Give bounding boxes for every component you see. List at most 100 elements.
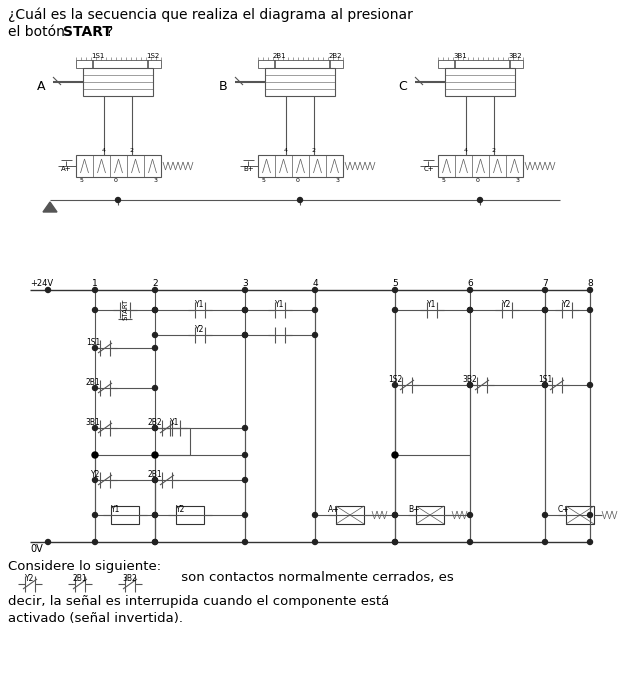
Text: 2B1: 2B1 [85,378,100,387]
Circle shape [153,426,158,430]
Circle shape [392,540,397,545]
Circle shape [313,332,318,337]
Bar [438,60,523,68]
Circle shape [392,540,397,545]
Text: 1S2: 1S2 [146,53,159,59]
Text: 5: 5 [392,279,398,288]
Bar [76,60,161,68]
Circle shape [93,540,98,545]
Bar [336,506,364,524]
Circle shape [588,512,593,517]
Text: Y1: Y1 [427,300,437,309]
Text: 3: 3 [516,178,520,183]
Text: 1S2: 1S2 [387,375,402,384]
Text: activado (señal invertida).: activado (señal invertida). [8,612,183,625]
Text: 4: 4 [312,279,318,288]
Text: 2: 2 [492,148,496,153]
Text: Y1: Y1 [195,300,205,309]
Text: Y2: Y2 [91,470,100,479]
Text: START: START [122,299,128,321]
Bar [111,506,139,524]
Circle shape [313,540,318,545]
Circle shape [242,512,247,517]
Bar [416,506,444,524]
Circle shape [392,288,397,293]
Circle shape [93,386,98,391]
Text: Y1: Y1 [111,505,121,514]
Circle shape [392,512,397,517]
Text: 0: 0 [296,178,300,183]
Text: Y2: Y2 [195,325,205,334]
Text: Y1: Y1 [171,418,180,427]
Bar [258,155,343,177]
Circle shape [297,197,302,202]
Circle shape [92,452,98,458]
Circle shape [467,382,473,388]
Text: 8: 8 [587,279,593,288]
Text: +24V: +24V [30,279,53,288]
Text: B+: B+ [408,505,420,514]
Circle shape [153,540,158,545]
Text: Y1: Y1 [275,300,285,309]
Text: 0V: 0V [30,544,43,554]
Circle shape [153,346,158,351]
Text: 3: 3 [336,178,340,183]
Polygon shape [43,202,57,212]
Text: Y2: Y2 [562,300,572,309]
Text: C+: C+ [423,166,434,172]
Circle shape [467,307,473,312]
Text: 2B1: 2B1 [273,53,287,59]
Circle shape [588,307,593,312]
Bar [83,68,153,96]
Circle shape [543,307,548,312]
Circle shape [467,382,473,388]
Circle shape [392,382,397,388]
Text: 1S1: 1S1 [86,338,100,347]
Bar [76,155,161,177]
Circle shape [588,288,593,293]
Bar [566,506,594,524]
Circle shape [467,288,473,293]
Text: 6: 6 [467,279,473,288]
Circle shape [93,512,98,517]
Text: 0: 0 [114,178,118,183]
Text: 4: 4 [284,148,288,153]
Bar [265,68,335,96]
Circle shape [313,307,318,312]
Text: START: START [63,25,112,39]
Text: 3: 3 [154,178,158,183]
Text: 3B2: 3B2 [122,574,137,583]
Circle shape [46,540,51,545]
Circle shape [313,512,318,517]
Circle shape [543,540,548,545]
Circle shape [467,512,473,517]
Text: 5: 5 [79,178,83,183]
Circle shape [478,197,483,202]
Circle shape [242,540,247,545]
Text: B+: B+ [243,166,254,172]
Circle shape [242,307,247,312]
Bar [445,68,515,96]
Text: 1: 1 [92,279,98,288]
Text: 7: 7 [542,279,548,288]
Text: 3B2: 3B2 [508,53,522,59]
Text: C: C [399,80,407,92]
Circle shape [153,477,158,482]
Text: A+: A+ [61,166,72,172]
Text: 4: 4 [102,148,106,153]
Text: Y2: Y2 [502,300,512,309]
Text: Y2: Y2 [176,505,185,514]
Circle shape [242,288,247,293]
Text: A: A [36,80,45,92]
Circle shape [242,332,247,337]
Circle shape [543,512,548,517]
Circle shape [543,307,548,312]
Circle shape [93,307,98,312]
Circle shape [153,386,158,391]
Text: el botón: el botón [8,25,69,39]
Text: 3B1: 3B1 [85,418,100,427]
Text: 1S1: 1S1 [91,53,104,59]
Circle shape [153,512,158,517]
Text: 2: 2 [152,279,158,288]
Circle shape [467,307,473,312]
